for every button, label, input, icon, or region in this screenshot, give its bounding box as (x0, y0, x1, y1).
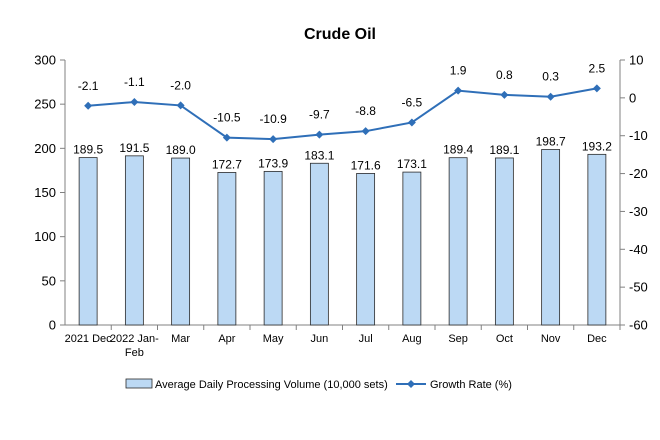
growth-point (500, 90, 509, 99)
bar (309, 162, 329, 326)
x-tick-label: May (263, 333, 284, 345)
data-labels: 189.5 191.5 189.0 172.7 173.9 183.1 171.6 173.1… (73, 61, 612, 172)
growth-value-label: 1.9 (450, 64, 467, 78)
y-left-tick-label: 300 (34, 53, 56, 68)
y-left-tick-label: 50 (42, 273, 56, 288)
bar-value-label: 173.9 (258, 156, 288, 170)
bar-value-label: 193.2 (582, 139, 612, 153)
bars (78, 149, 607, 326)
bar-value-label: 191.5 (119, 141, 149, 155)
x-tick-label: Oct (496, 333, 513, 345)
bar (402, 171, 422, 326)
y-left-tick-label: 0 (49, 318, 56, 333)
growth-value-label: -9.7 (309, 108, 330, 122)
y-right-tick-label: -20 (629, 166, 648, 181)
bar (448, 157, 468, 326)
x-tick-label: Mar (171, 333, 190, 345)
y-right-tick-label: 0 (629, 90, 636, 105)
bar (587, 153, 607, 326)
x-tick-label: 2021 Dec (65, 333, 113, 345)
growth-point (269, 135, 278, 144)
legend-marker-line (407, 380, 415, 388)
x-tick-label: Jun (311, 333, 329, 345)
y-right-tick-label: -30 (629, 204, 648, 219)
bar (171, 157, 191, 326)
bar (217, 172, 237, 326)
growth-value-label: 0.8 (496, 68, 513, 82)
bar-value-label: 189.0 (166, 143, 196, 157)
x-tick-label: 2022 Jan- (110, 333, 159, 345)
bar-value-label: 172.7 (212, 157, 242, 171)
growth-value-label: -10.5 (213, 111, 241, 125)
x-tick-label: Jul (359, 333, 373, 345)
growth-value-label: -2.1 (78, 79, 99, 93)
y-right-tick-label: -10 (629, 128, 648, 143)
bar-value-label: 171.6 (351, 158, 381, 172)
y-left-tick-label: 200 (34, 141, 56, 156)
growth-point (361, 127, 370, 136)
y-left-tick-label: 150 (34, 185, 56, 200)
bar-value-label: 183.1 (304, 148, 334, 162)
growth-point (176, 101, 185, 110)
bar-value-label: 189.1 (489, 143, 519, 157)
bar-value-label: 198.7 (536, 134, 566, 148)
y-right-tick-label: -60 (629, 318, 648, 333)
growth-value-label: -6.5 (402, 95, 423, 109)
growth-line (84, 84, 601, 144)
axes: 0 50 100 150 200 250 300 -60 -50 -40 -30 -20 -10 0 10 2… (34, 53, 648, 360)
y-right-tick-label: -50 (629, 280, 648, 295)
growth-line-path (88, 87, 598, 141)
y-left-tick-label: 100 (34, 229, 56, 244)
bar (124, 155, 144, 326)
growth-point (130, 98, 139, 107)
bar-value-label: 189.5 (73, 143, 103, 157)
growth-point (315, 130, 324, 139)
legend-label-bar: Average Daily Processing Volume (10,000 … (155, 379, 388, 391)
bar-value-label: 189.4 (443, 143, 473, 157)
x-tick-label-continued: Feb (125, 347, 144, 359)
legend-label-line: Growth Rate (%) (430, 379, 512, 391)
growth-value-label: -10.9 (259, 112, 287, 126)
growth-value-label: -8.8 (355, 104, 376, 118)
growth-point (84, 101, 93, 110)
y-right-tick-label: -40 (629, 242, 648, 257)
x-tick-label: Apr (218, 333, 235, 345)
growth-point (222, 133, 231, 142)
bar (541, 149, 561, 326)
bar (494, 157, 514, 326)
growth-value-label: 2.5 (589, 61, 606, 75)
bar (263, 170, 283, 326)
y-left-tick-label: 250 (34, 97, 56, 112)
growth-value-label: -1.1 (124, 75, 145, 89)
growth-value-label: 0.3 (542, 70, 559, 84)
growth-value-label: -2.0 (170, 78, 191, 92)
growth-point (454, 86, 463, 95)
bar (78, 157, 98, 326)
y-right-tick-label: 10 (629, 53, 643, 68)
growth-point (407, 118, 416, 127)
chart-title: Crude Oil (304, 26, 376, 43)
legend: Average Daily Processing Volume (10,000 … (125, 378, 512, 391)
growth-point (592, 84, 601, 93)
x-tick-label: Aug (402, 333, 422, 345)
bar-value-label: 173.1 (397, 157, 427, 171)
bar (356, 173, 376, 326)
legend-swatch-bar (125, 378, 153, 389)
x-tick-label: Nov (541, 333, 561, 345)
x-tick-label: Sep (448, 333, 468, 345)
x-tick-label: Dec (587, 333, 607, 345)
growth-point (546, 92, 555, 101)
